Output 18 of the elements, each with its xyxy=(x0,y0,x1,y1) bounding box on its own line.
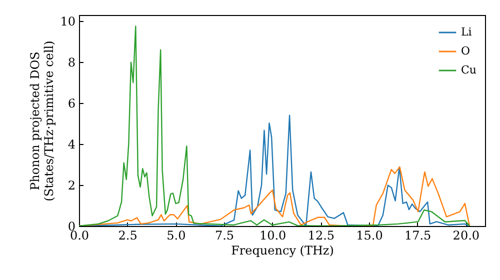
x-tick-label: 15.0 xyxy=(356,228,383,242)
x-tick-label: 2.5 xyxy=(118,228,138,242)
x-tick-label: 10.0 xyxy=(259,228,286,242)
x-tick-label: 17.5 xyxy=(404,228,432,242)
legend-label: Li xyxy=(461,26,472,38)
y-axis-title: Phonon projected DOS (States/THz·primitive cell) xyxy=(28,40,56,202)
y-tick-label: 2 xyxy=(68,178,76,193)
x-axis-title: Frequency (THz) xyxy=(231,244,334,258)
x-tick-label: 12.5 xyxy=(308,228,335,242)
x-tick-label: 5.0 xyxy=(166,228,186,242)
y-tick-label: 8 xyxy=(68,56,76,70)
y-tick-label: 6 xyxy=(68,96,76,111)
x-tick-label: 7.5 xyxy=(214,228,234,242)
y-tick-label: 10 xyxy=(60,14,76,29)
legend-label: Cu xyxy=(461,64,477,76)
legend-label: O xyxy=(461,44,470,58)
x-tick-label: 20.0 xyxy=(452,228,480,242)
y-tick-label: 4 xyxy=(68,138,76,152)
